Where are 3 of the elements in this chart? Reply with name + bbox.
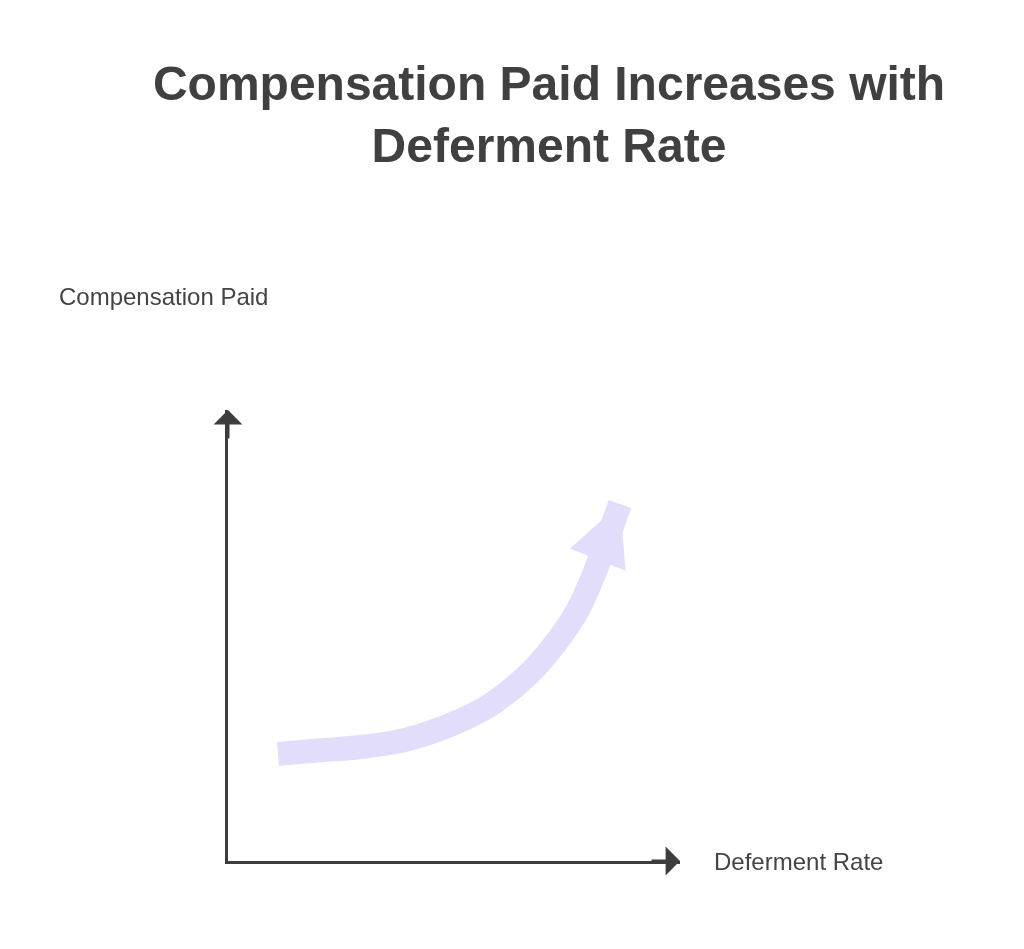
x-axis-title: Deferment Rate xyxy=(714,848,884,875)
text: Compensation Paid xyxy=(59,283,269,310)
chart-title: Compensation Paid Increases with Deferment Rate xyxy=(152,57,946,173)
